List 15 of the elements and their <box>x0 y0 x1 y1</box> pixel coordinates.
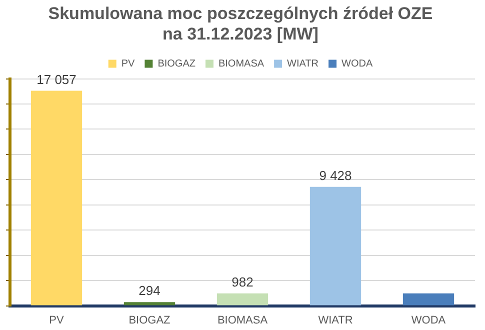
x-tick-label: WIATR <box>318 314 353 326</box>
x-tick-label: BIOMASA <box>217 314 268 326</box>
legend-label: WIATR <box>287 58 319 70</box>
data-label: 9 428 <box>319 168 352 183</box>
x-tick-label: BIOGAZ <box>128 314 171 326</box>
x-tick-label: WODA <box>411 314 446 326</box>
legend-label: WODA <box>342 58 373 70</box>
chart-title: Skumulowana moc poszczególnych źródeł OZE na 31.12.2023 [MW] <box>48 4 433 44</box>
legend-label: BIOMASA <box>218 58 264 70</box>
data-label: 294 <box>138 283 160 298</box>
data-label: 17 057 <box>36 72 76 87</box>
data-label: 982 <box>232 274 254 290</box>
legend-label: PV <box>121 58 136 70</box>
x-tick-label: PV <box>49 314 64 326</box>
legend-label: BIOGAZ <box>158 58 196 70</box>
